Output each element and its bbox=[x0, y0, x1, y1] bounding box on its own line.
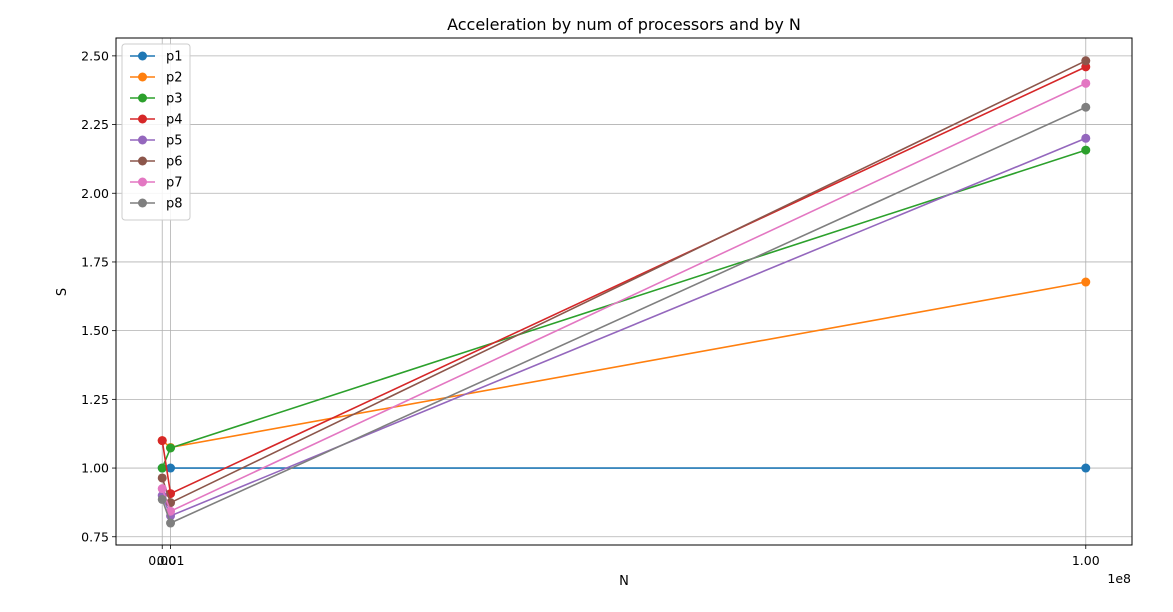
legend-label: p4 bbox=[166, 113, 183, 128]
series-line bbox=[161, 82, 1087, 513]
data-point bbox=[1081, 463, 1091, 473]
legend-item: p6 bbox=[130, 155, 183, 170]
series-line bbox=[161, 106, 1087, 525]
legend-marker bbox=[138, 72, 147, 82]
legend-item: p2 bbox=[130, 71, 183, 86]
data-point bbox=[157, 436, 167, 446]
series-p7 bbox=[157, 78, 1091, 516]
legend-marker bbox=[138, 51, 147, 61]
y-tick-label: 0.75 bbox=[81, 529, 109, 544]
series-layer bbox=[157, 56, 1091, 528]
data-point bbox=[1081, 277, 1091, 287]
legend-item: p7 bbox=[130, 176, 183, 191]
data-point bbox=[1081, 102, 1091, 112]
series-line bbox=[161, 149, 1087, 469]
legend-marker bbox=[138, 177, 147, 187]
x-tick-label: 0.00 bbox=[148, 553, 176, 568]
data-point bbox=[157, 463, 167, 473]
x-tick-label: 1.00 bbox=[1072, 553, 1100, 568]
legend-item: p8 bbox=[130, 197, 183, 212]
data-point bbox=[166, 443, 176, 453]
legend-label: p3 bbox=[166, 92, 183, 107]
data-point bbox=[166, 518, 176, 528]
legend: p1 p2 p3 p4 p5 p6 p7 p8 bbox=[121, 43, 191, 221]
legend-label: p8 bbox=[166, 197, 183, 212]
legend-label: p2 bbox=[166, 71, 183, 86]
x-axis-label: N bbox=[619, 574, 629, 589]
legend-label: p1 bbox=[166, 50, 183, 65]
data-point bbox=[157, 473, 167, 483]
legend-marker bbox=[138, 114, 147, 124]
data-point bbox=[1081, 78, 1091, 88]
y-tick-label: 1.25 bbox=[81, 392, 109, 407]
grid bbox=[116, 38, 1132, 545]
legend-item: p1 bbox=[130, 50, 183, 65]
data-point bbox=[157, 484, 167, 494]
legend-marker bbox=[138, 156, 147, 166]
series-p5 bbox=[157, 133, 1091, 521]
data-point bbox=[157, 494, 167, 504]
data-point bbox=[1081, 133, 1091, 143]
data-point bbox=[166, 506, 176, 516]
legend-marker bbox=[138, 198, 147, 208]
chart-title: Acceleration by num of processors and by… bbox=[447, 15, 801, 34]
legend-marker bbox=[138, 93, 147, 103]
legend-label: p6 bbox=[166, 155, 183, 170]
series-p4 bbox=[157, 62, 1091, 499]
y-tick-label: 1.75 bbox=[81, 254, 109, 269]
series-line bbox=[161, 281, 1086, 449]
x-tick-label: 0.01 bbox=[157, 553, 185, 568]
legend-item: p3 bbox=[130, 92, 183, 107]
ticks: 0.75 1.00 1.25 1.50 1.75 2.00 2.25 2.50 0.000.01… bbox=[81, 48, 1100, 568]
legend-item: p4 bbox=[130, 113, 183, 128]
legend-box bbox=[121, 43, 191, 221]
series-line bbox=[161, 66, 1087, 495]
data-point bbox=[166, 463, 176, 473]
y-tick-label: 1.00 bbox=[81, 461, 109, 476]
legend-label: p7 bbox=[166, 176, 183, 191]
y-tick-label: 2.00 bbox=[81, 186, 109, 201]
legend-item: p5 bbox=[130, 134, 183, 149]
y-tick-label: 2.50 bbox=[81, 48, 109, 63]
legend-marker bbox=[138, 135, 147, 145]
y-axis-label: S bbox=[55, 288, 70, 296]
x-offset-label: 1e8 bbox=[1107, 571, 1131, 586]
series-p8 bbox=[157, 102, 1091, 528]
series-p2 bbox=[157, 277, 1091, 452]
y-tick-label: 2.25 bbox=[81, 117, 109, 132]
data-point bbox=[1081, 145, 1091, 155]
plot-frame bbox=[115, 37, 1133, 546]
legend-label: p5 bbox=[166, 134, 183, 149]
y-tick-label: 1.50 bbox=[81, 323, 109, 338]
series-line bbox=[161, 137, 1087, 517]
data-point bbox=[1081, 56, 1091, 66]
